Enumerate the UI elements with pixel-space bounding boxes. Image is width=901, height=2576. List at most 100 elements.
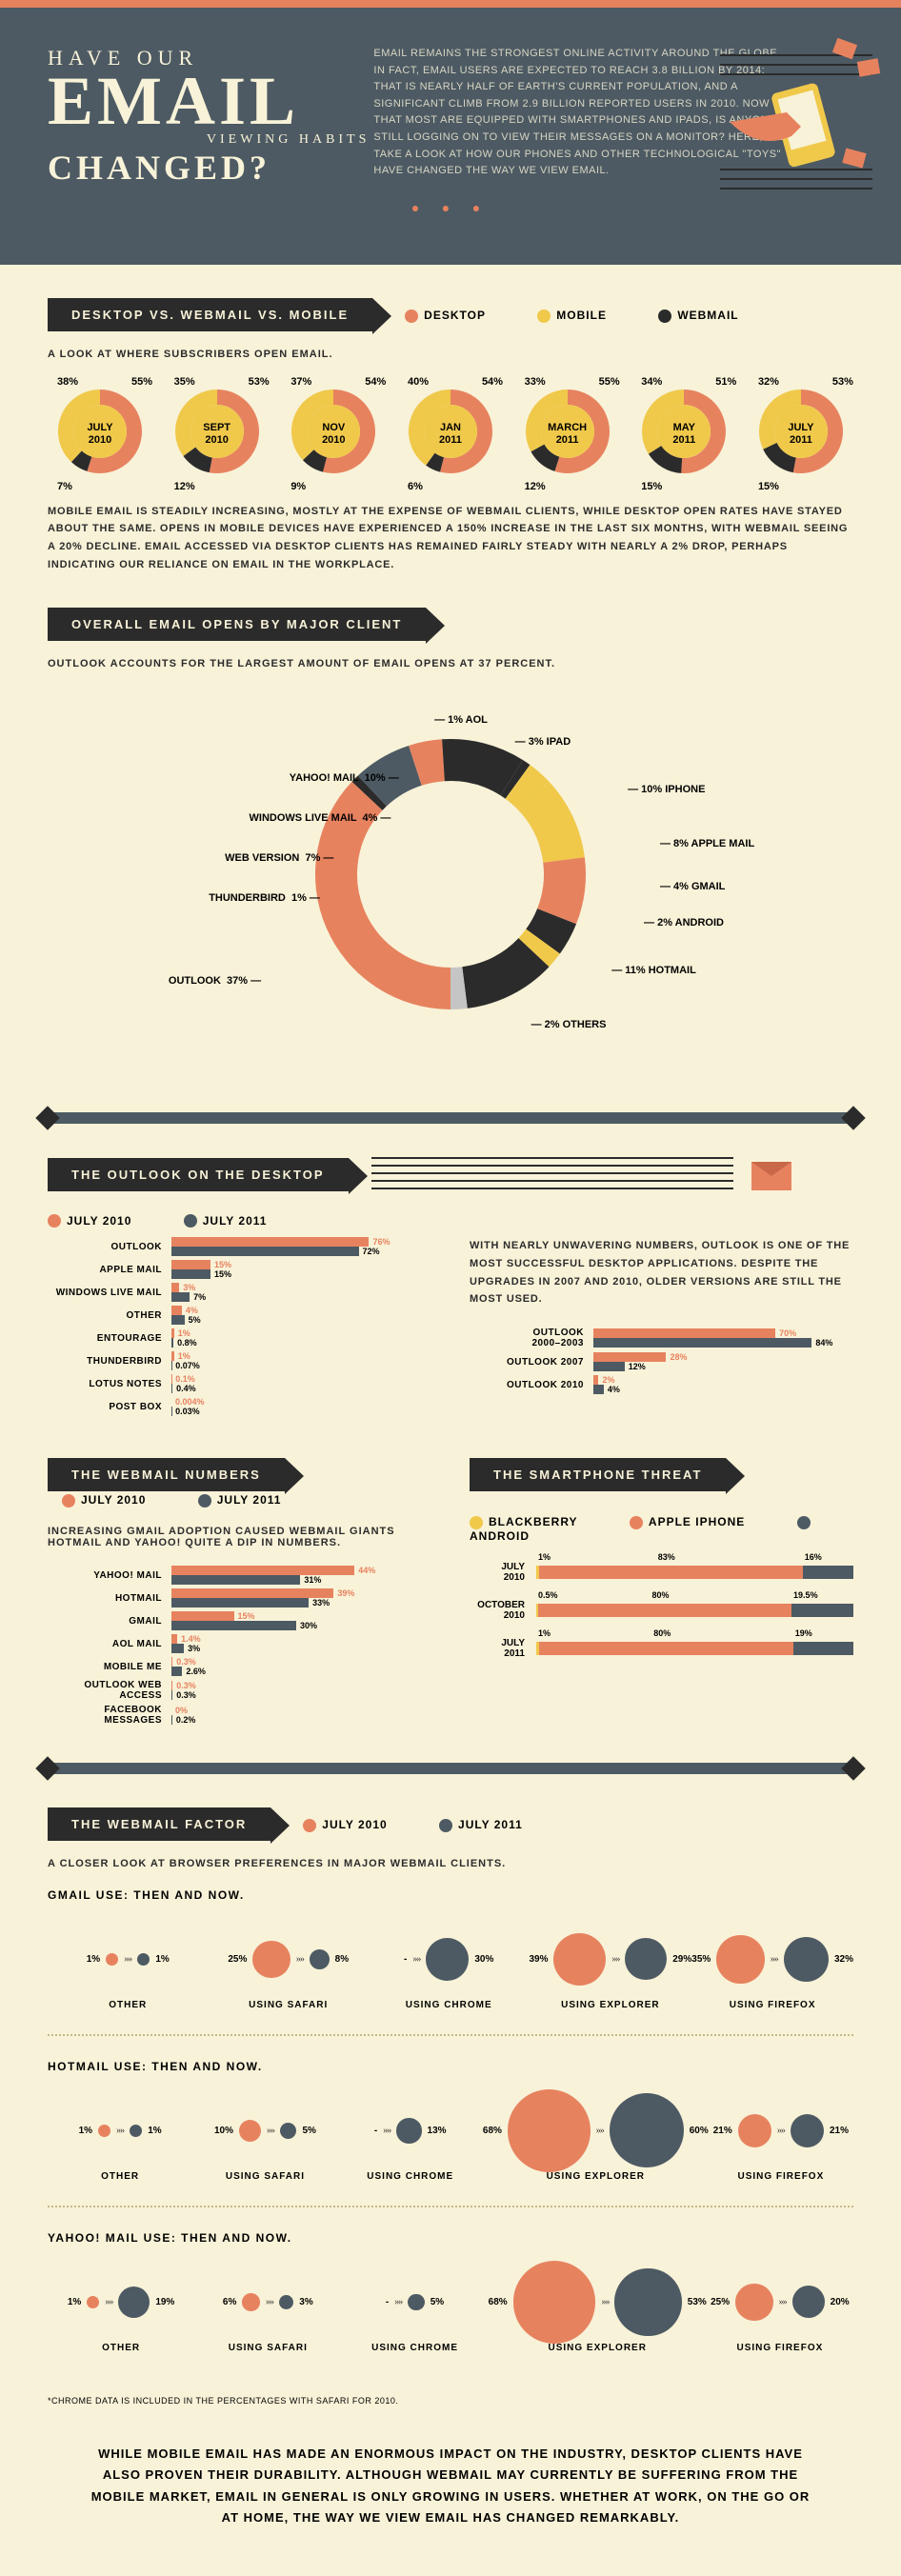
donut-NOV2010: 37%54% NOV2010 9% <box>281 384 386 479</box>
bubble-USING EXPLORER: 39% »» 29% USING EXPLORER <box>529 1926 691 2010</box>
donut-JAN2011: 40%54% JAN2011 6% <box>398 384 503 479</box>
hbar-POST BOX: POST BOX 0.004% 0.03% <box>48 1397 431 1416</box>
hbar-MOBILE ME: MOBILE ME 0.3% 2.6% <box>48 1657 431 1676</box>
slice-label-4: YAHOO! MAIL 10% — <box>290 772 399 784</box>
title-line4: CHANGED? <box>48 148 370 188</box>
hbar-GMAIL: GMAIL 15% 30% <box>48 1611 431 1630</box>
s1-body: MOBILE EMAIL IS STEADILY INCREASING, MOS… <box>48 503 853 574</box>
dot-sep <box>48 2034 853 2036</box>
header-illustration <box>711 36 882 198</box>
legend-mobile: MOBILE <box>556 309 607 322</box>
bubble-USING CHROME: - »» 5% USING CHROME <box>341 2268 488 2353</box>
legend-s6-a: JULY 2010 <box>322 1818 387 1831</box>
factor-head-1: HOTMAIL USE: THEN AND NOW. <box>48 2060 853 2073</box>
donut-JULY2011: 32%53% JULY2011 15% <box>749 384 853 479</box>
ribbon-s5: THE SMARTPHONE THREAT <box>470 1458 726 1491</box>
section-separator-2 <box>48 1763 853 1774</box>
title-line2: EMAIL <box>48 70 370 132</box>
bubble-USING FIREFOX: 35% »» 32% USING FIREFOX <box>691 1926 853 2010</box>
legend-s1: DESKTOP MOBILE WEBMAIL <box>405 309 786 323</box>
hbar-OUTLOOK 2010: OUTLOOK 2010 2% 4% <box>470 1375 853 1394</box>
bubble-USING CHROME: - »» 13% USING CHROME <box>338 2097 483 2182</box>
header: HAVE OUR EMAIL VIEWING HABITS CHANGED? E… <box>0 0 901 265</box>
stacked-JULY 2010: JULY2010 1% 83% 16% <box>470 1562 853 1583</box>
swatch-s6-a <box>303 1819 316 1832</box>
hbar-FACEBOOK MESSAGES: FACEBOOKMESSAGES 0% 0.2% <box>48 1705 431 1726</box>
bubble-row-0: 1% »» 1% OTHER 25% »» 8% USING SAFARI - … <box>48 1926 853 2010</box>
bubble-USING EXPLORER: 68% »» 53% USING EXPLORER <box>489 2268 707 2353</box>
legend-webmail: WEBMAIL <box>677 309 738 322</box>
ribbon-s2: OVERALL EMAIL OPENS BY MAJOR CLIENT <box>48 608 426 641</box>
bubble-OTHER: 1% »» 1% OTHER <box>48 2097 192 2182</box>
slice-label-9: — 4% GMAIL <box>660 881 725 892</box>
slice-label-3: WINDOWS LIVE MAIL 4% — <box>250 812 391 824</box>
swatch-ip <box>630 1516 643 1529</box>
swatch-s4-a <box>62 1494 75 1508</box>
ribbon-s1: DESKTOP VS. WEBMAIL VS. MOBILE <box>48 298 372 331</box>
bubble-USING EXPLORER: 68% »» 60% USING EXPLORER <box>483 2097 709 2182</box>
swatch-s6-b <box>439 1819 452 1832</box>
slice-label-5: — 1% AOL <box>434 714 488 726</box>
stacked-JULY 2011: JULY2011 1% 80% 19% <box>470 1638 853 1659</box>
swatch-s4-b <box>198 1494 211 1508</box>
swatch-jul2011 <box>184 1214 197 1228</box>
legend-bb: BLACKBERRY <box>489 1515 578 1528</box>
slice-label-0: OUTLOOK 37% — <box>169 975 261 987</box>
bubble-USING SAFARI: 6% »» 3% USING SAFARI <box>194 2268 341 2353</box>
slice-label-2: WEB VERSION 7% — <box>225 852 333 864</box>
slice-label-1: THUNDERBIRD 1% — <box>209 892 320 904</box>
slice-label-10: — 2% ANDROID <box>644 917 724 929</box>
bubble-OTHER: 1% »» 19% OTHER <box>48 2268 194 2353</box>
section-outlook-desktop: THE OUTLOOK ON THE DESKTOP JULY 2010 JUL… <box>0 1124 901 1764</box>
bubble-USING SAFARI: 25% »» 8% USING SAFARI <box>208 1926 368 2010</box>
s6-subtext: A CLOSER LOOK AT BROWSER PREFERENCES IN … <box>48 1858 853 1869</box>
swatch-bb <box>470 1516 483 1529</box>
hbar-HOTMAIL: HOTMAIL 39% 33% <box>48 1588 431 1608</box>
legend-ip: APPLE IPHONE <box>649 1515 745 1528</box>
footer-text: WHILE MOBILE EMAIL HAS MADE AN ENORMOUS … <box>0 2415 901 2575</box>
swatch-an <box>797 1516 811 1529</box>
header-title: HAVE OUR EMAIL VIEWING HABITS CHANGED? <box>48 46 370 188</box>
slice-label-7: — 10% IPHONE <box>628 784 705 795</box>
legend-s3: JULY 2010 JULY 2011 <box>48 1214 853 1228</box>
s6-bubble-groups: GMAIL USE: THEN AND NOW. 1% »» 1% OTHER … <box>48 1888 853 2353</box>
bubble-USING FIREFOX: 25% »» 20% USING FIREFOX <box>707 2268 853 2353</box>
legend-jul2011: JULY 2011 <box>203 1214 268 1228</box>
s3-body: WITH NEARLY UNWAVERING NUMBERS, OUTLOOK … <box>470 1237 853 1308</box>
section-separator <box>48 1112 853 1124</box>
envelope-icon <box>751 1162 791 1190</box>
bubble-row-2: 1% »» 19% OTHER 6% »» 3% USING SAFARI - … <box>48 2268 853 2353</box>
donut-MARCH2011: 33%55% MARCH2011 12% <box>515 384 620 479</box>
ribbon-s4: THE WEBMAIL NUMBERS <box>48 1458 285 1491</box>
donut-SEPT2010: 35%53% SEPT2010 12% <box>165 384 270 479</box>
hbar-YAHOO! MAIL: YAHOO! MAIL 44% 31% <box>48 1566 431 1585</box>
swatch-mobile <box>537 310 551 323</box>
hbar-LOTUS NOTES: LOTUS NOTES 0.1% 0.4% <box>48 1374 431 1393</box>
donut-JULY2010: 38%55% JULY2010 7% <box>48 384 152 479</box>
slice-label-11: — 11% HOTMAIL <box>611 965 696 976</box>
legend-desktop: DESKTOP <box>424 309 486 322</box>
legend-s4: JULY 2010 JULY 2011 <box>62 1493 329 1508</box>
s2-subtext: OUTLOOK ACCOUNTS FOR THE LARGEST AMOUNT … <box>48 658 853 669</box>
bubble-USING SAFARI: 10% »» 5% USING SAFARI <box>192 2097 337 2182</box>
hbar-OUTLOOK WEB ACCESS: OUTLOOK WEBACCESS 0.3% 0.3% <box>48 1680 431 1701</box>
factor-head-0: GMAIL USE: THEN AND NOW. <box>48 1888 853 1902</box>
hbar-OUTLOOK 2000–2003: OUTLOOK2000–2003 70% 84% <box>470 1328 853 1348</box>
bubble-row-1: 1% »» 1% OTHER 10% »» 5% USING SAFARI - … <box>48 2097 853 2182</box>
bubble-OTHER: 1% »» 1% OTHER <box>48 1926 208 2010</box>
s3-versions-chart: OUTLOOK2000–2003 70% 84% OUTLOOK 2007 28… <box>470 1328 853 1394</box>
legend-s6-b: JULY 2011 <box>458 1818 523 1831</box>
bubble-USING FIREFOX: 21% »» 21% USING FIREFOX <box>709 2097 853 2182</box>
swatch-desktop <box>405 310 418 323</box>
slice-label-8: — 8% APPLE MAIL <box>660 838 754 849</box>
hbar-OTHER: OTHER 4% 5% <box>48 1306 431 1325</box>
donut-MAY2011: 34%51% MAY2011 15% <box>631 384 736 479</box>
swatch-webmail <box>658 310 671 323</box>
bubble-USING CHROME: - »» 30% USING CHROME <box>369 1926 529 2010</box>
legend-s6: JULY 2010 JULY 2011 <box>303 1818 570 1832</box>
hbar-ENTOURAGE: ENTOURAGE 1% 0.8% <box>48 1328 431 1348</box>
s4-clients-chart: YAHOO! MAIL 44% 31% HOTMAIL 39% 33% GMAI… <box>48 1566 431 1726</box>
hbar-OUTLOOK 2007: OUTLOOK 2007 28% 12% <box>470 1352 853 1371</box>
factor-head-2: YAHOO! MAIL USE: THEN AND NOW. <box>48 2231 853 2245</box>
s1-subtext: A LOOK AT WHERE SUBSCRIBERS OPEN EMAIL. <box>48 349 853 360</box>
